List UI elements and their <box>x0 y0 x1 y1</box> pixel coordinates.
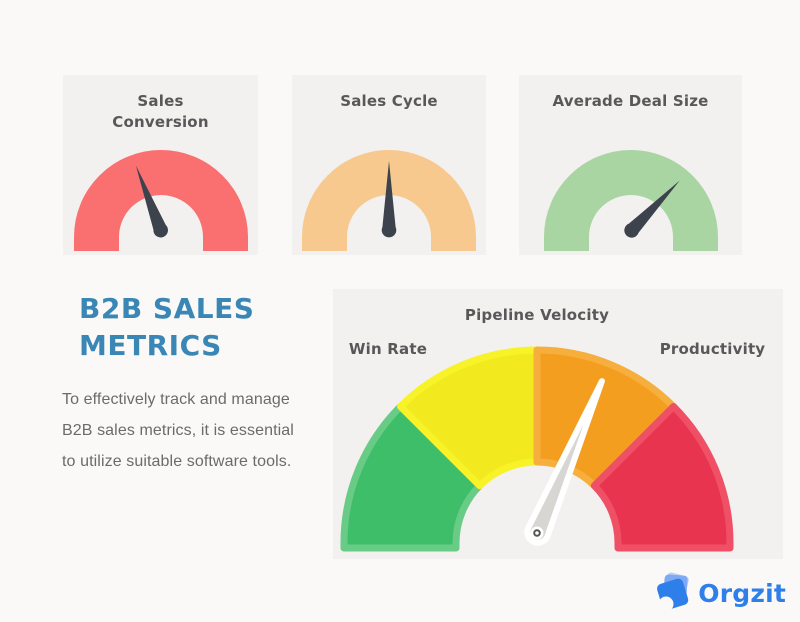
gauge-hub-pin <box>533 529 541 537</box>
card-sales-conversion: Sales Conversion <box>63 75 258 255</box>
gauge-segment-win-rate <box>340 403 484 552</box>
gauge-label-pipeline-velocity: Pipeline Velocity <box>464 306 610 324</box>
sales-conversion-gauge-chart <box>73 150 248 251</box>
card-title-line: Averade Deal Size <box>552 92 709 110</box>
gauge-label-win-rate: Win Rate <box>348 340 428 358</box>
card-title: Sales Cycle <box>292 91 486 112</box>
intro-description-line: To effectively track and manage <box>62 391 290 408</box>
card-title: Averade Deal Size <box>519 91 742 112</box>
page-title: B2B SALES METRICS <box>79 290 342 364</box>
gauge-needle <box>524 378 605 546</box>
intro-block: B2B SALES METRICS To effectively track a… <box>62 290 342 477</box>
card-sales-cycle: Sales Cycle <box>292 75 486 255</box>
brand-name: Orgzit <box>698 578 786 608</box>
gauge-needle <box>381 161 397 238</box>
card-title: Sales Conversion <box>63 91 258 133</box>
card-title-line: Conversion <box>112 113 209 131</box>
brand-logo: Orgzit <box>654 572 786 614</box>
stacked-cards-icon <box>657 572 689 612</box>
metrics-gauge-chart <box>340 346 734 552</box>
sales-cycle-gauge-chart <box>302 150 476 251</box>
gauge-needle <box>623 180 680 238</box>
card-main-metrics-gauge: Win Rate Pipeline Velocity Productivity <box>333 289 783 559</box>
gauge-segment-productivity <box>590 403 734 552</box>
intro-description: To effectively track and manage B2B sale… <box>62 384 342 477</box>
card-average-deal-size: Averade Deal Size <box>519 75 742 255</box>
card-title-line: Sales <box>137 92 184 110</box>
page-title-line: B2B SALES <box>79 292 255 325</box>
intro-description-line: to utilize suitable software tools. <box>62 453 292 470</box>
intro-description-line: B2B sales metrics, it is essential <box>62 422 294 439</box>
gauge-label-productivity: Productivity <box>659 340 766 358</box>
gauge-arc <box>73 150 248 251</box>
card-title-line: Sales Cycle <box>340 92 438 110</box>
gauge-arc <box>302 150 476 251</box>
page-title-line: METRICS <box>79 329 222 362</box>
gauge-needle <box>135 165 168 238</box>
gauge-segment-yellow <box>397 346 541 490</box>
average-deal-size-gauge-chart <box>543 150 718 251</box>
gauge-arc <box>543 150 718 251</box>
